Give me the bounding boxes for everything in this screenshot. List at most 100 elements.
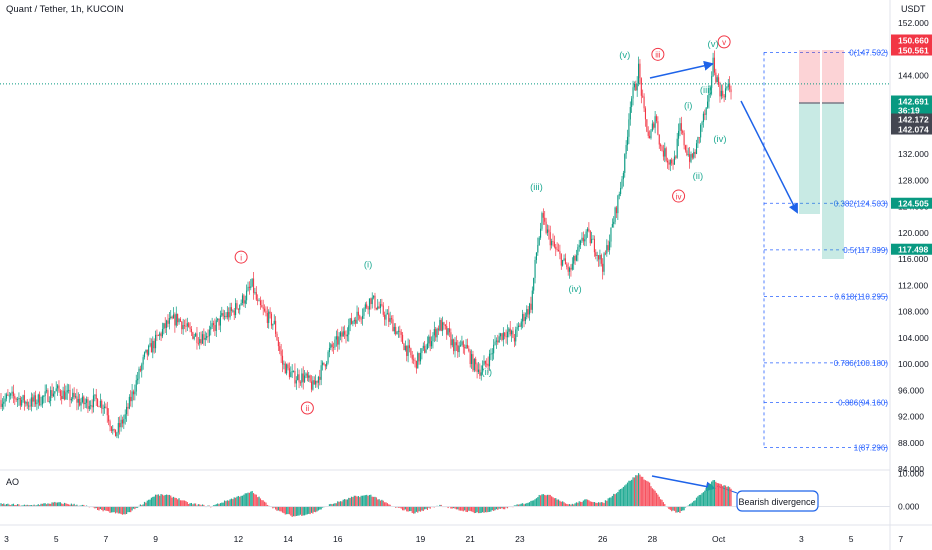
candle-body bbox=[562, 259, 564, 266]
candle-body bbox=[557, 249, 560, 252]
ao-bar bbox=[375, 497, 377, 507]
ao-bar bbox=[134, 506, 136, 510]
ao-bar bbox=[516, 504, 518, 507]
candle-body bbox=[269, 311, 271, 314]
ao-bar bbox=[466, 506, 469, 513]
candle-body bbox=[407, 345, 409, 356]
elliott-wave-labels[interactable]: iiiiiiivv(i)(ii)(iii)(iv)(v)(i)(ii)(iii)… bbox=[234, 35, 731, 415]
candle-body bbox=[540, 228, 542, 238]
candle-body bbox=[385, 314, 387, 320]
candle-body bbox=[319, 376, 321, 380]
candle-body bbox=[320, 365, 322, 380]
candle-body bbox=[262, 307, 264, 309]
take-profit-zone-2[interactable] bbox=[822, 103, 844, 259]
ao-bar bbox=[121, 506, 124, 515]
candle-body bbox=[542, 213, 544, 218]
candle-body bbox=[602, 263, 604, 272]
candle-body bbox=[310, 381, 313, 390]
ao-bar bbox=[123, 506, 125, 515]
ao-bar bbox=[97, 506, 99, 510]
indicator-label: AO bbox=[6, 477, 19, 487]
candle-body bbox=[190, 328, 192, 333]
ao-bar bbox=[30, 505, 32, 507]
ao-bar bbox=[7, 503, 9, 507]
ao-bar bbox=[217, 503, 219, 507]
ao-bar bbox=[715, 481, 717, 507]
ao-bar bbox=[212, 505, 215, 507]
time-tick-label: 7 bbox=[898, 534, 903, 544]
candle-body bbox=[408, 345, 411, 349]
candle-body bbox=[471, 354, 473, 365]
ao-bar bbox=[677, 506, 680, 513]
candle-body bbox=[527, 309, 529, 315]
bearish-divergence-callout[interactable]: Bearish divergence bbox=[736, 490, 819, 512]
ao-bar bbox=[261, 500, 263, 507]
candle-body bbox=[684, 145, 687, 151]
candle-body bbox=[199, 339, 201, 344]
candle-body bbox=[156, 334, 158, 336]
take-profit-zone-1[interactable] bbox=[799, 103, 822, 214]
price-badge bbox=[891, 104, 932, 116]
candle-body bbox=[596, 255, 598, 256]
candle-body bbox=[450, 332, 452, 346]
candle-body bbox=[155, 334, 157, 349]
ao-bar bbox=[228, 500, 230, 507]
candle-body bbox=[607, 245, 609, 251]
ao-bar bbox=[633, 477, 636, 507]
short-position-tool[interactable] bbox=[799, 48, 844, 260]
candle-body bbox=[631, 98, 633, 107]
candle-body bbox=[697, 137, 699, 144]
candle-body bbox=[167, 320, 169, 324]
ao-bar bbox=[468, 506, 470, 511]
candle-body bbox=[553, 241, 555, 247]
ao-bar bbox=[25, 505, 27, 507]
candle-body bbox=[573, 255, 575, 264]
ao-bar bbox=[179, 500, 181, 507]
ao-bar bbox=[237, 495, 239, 507]
ao-bar bbox=[482, 506, 484, 513]
ao-bar bbox=[459, 506, 462, 511]
candle-body bbox=[451, 339, 453, 346]
candle-body bbox=[182, 325, 184, 330]
candle-body bbox=[79, 398, 81, 406]
ao-bar bbox=[56, 502, 59, 507]
candle-body bbox=[611, 223, 613, 228]
ao-bar bbox=[281, 506, 284, 513]
ao-bar bbox=[247, 492, 249, 507]
ao-bar bbox=[429, 506, 431, 509]
ao-bar bbox=[337, 501, 339, 507]
candle-body bbox=[40, 404, 42, 406]
candle-body bbox=[617, 195, 619, 214]
candle-body bbox=[620, 187, 622, 194]
ao-bar bbox=[319, 506, 321, 510]
projection-arrow[interactable] bbox=[740, 100, 798, 214]
ao-bar bbox=[312, 506, 314, 514]
ao-bar bbox=[672, 506, 674, 511]
candle-body bbox=[599, 255, 601, 260]
time-tick-label: 21 bbox=[465, 534, 475, 544]
callout-box[interactable] bbox=[736, 490, 819, 512]
ao-bar bbox=[653, 489, 655, 507]
ao-bar bbox=[55, 502, 57, 507]
ao-tick-label: 10.000 bbox=[898, 469, 924, 479]
candle-body bbox=[257, 299, 259, 301]
ao-bar bbox=[352, 497, 354, 507]
wave-label: (iii) bbox=[700, 85, 713, 96]
fibonacci-retracement[interactable]: 0(147.502) 0.382(124.503) 0.5(117.399) 0.61… bbox=[763, 48, 890, 452]
time-axis[interactable]: 3 5 7 9 12 14 16 19 21 23 26 28 Oct 3 5 7 bbox=[4, 534, 903, 544]
momentum-arrow[interactable] bbox=[649, 60, 714, 79]
candle-body bbox=[186, 323, 188, 327]
ao-bar bbox=[163, 495, 165, 507]
ao-bar bbox=[214, 504, 216, 507]
ao-bar bbox=[39, 505, 41, 507]
candle-body bbox=[139, 368, 141, 371]
ao-bar bbox=[186, 502, 188, 507]
ao-bar bbox=[642, 476, 644, 507]
ao-bar bbox=[399, 506, 401, 508]
candle-body bbox=[141, 364, 143, 371]
ao-bar bbox=[410, 506, 412, 512]
ao-bar bbox=[643, 479, 645, 507]
ao-divergence-arrow[interactable] bbox=[651, 475, 716, 492]
ao-bar bbox=[348, 497, 350, 507]
